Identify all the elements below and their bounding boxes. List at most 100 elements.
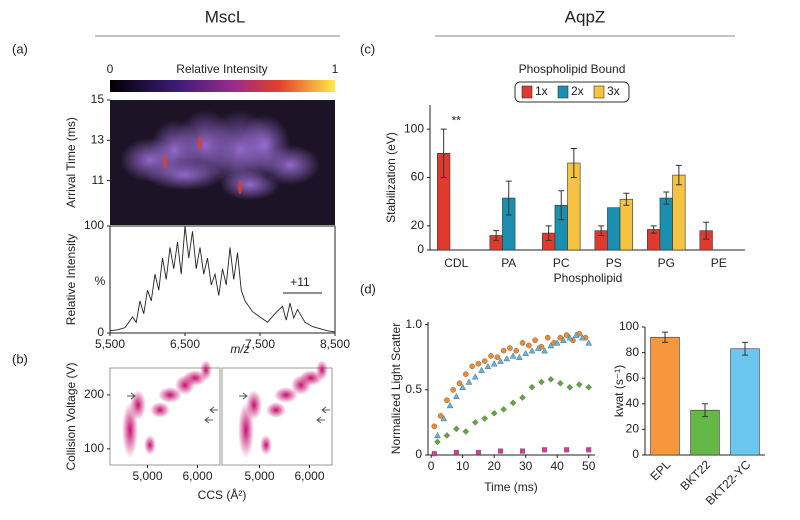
point (434, 438, 441, 446)
point (572, 331, 580, 338)
error-bar (545, 225, 552, 241)
x-tick-label: PE (711, 256, 727, 270)
annotation: +11 (290, 275, 310, 289)
heatmap-blob (130, 390, 146, 420)
x-tick-label: 10 (456, 459, 470, 473)
point (564, 447, 570, 453)
panel-label: (a) (12, 41, 28, 56)
x-axis-label: Phospholipid (554, 271, 623, 285)
point (475, 449, 481, 455)
point (434, 432, 441, 439)
heatmap-blob (200, 360, 212, 380)
point (490, 409, 498, 417)
point (509, 352, 517, 359)
point (440, 415, 448, 422)
error-bar (742, 341, 748, 356)
point (469, 363, 475, 370)
x-axis-label: CCS (Å²) (198, 487, 247, 502)
point (490, 360, 498, 367)
legend-swatch (521, 85, 533, 99)
point (475, 360, 482, 367)
y-tick-label: 20 (411, 218, 425, 232)
bar (659, 197, 673, 251)
legend-label: 1x (535, 84, 548, 98)
error-bar (505, 180, 512, 216)
error-bar (570, 148, 577, 178)
point (507, 345, 513, 351)
x-tick-label: 5,000 (132, 469, 162, 483)
legend-label: 2x (571, 84, 584, 98)
point (494, 354, 501, 361)
arrow (321, 406, 330, 414)
bar (619, 198, 633, 251)
x-tick-label: PS (606, 256, 622, 270)
legend-swatch (557, 85, 569, 99)
point (503, 355, 511, 362)
arrow (316, 416, 325, 424)
point (585, 339, 593, 346)
x-tick-label: BKT22 (678, 457, 714, 493)
error-bar (662, 331, 668, 343)
point (579, 334, 586, 341)
point (437, 413, 444, 419)
colorbar-label: Relative Intensity (176, 62, 267, 76)
point (534, 344, 542, 351)
point (542, 447, 548, 453)
y-tick-label: 13 (91, 132, 105, 146)
x-tick-label: 5,000 (244, 469, 274, 483)
point (478, 366, 485, 373)
point (471, 419, 479, 426)
x-tick-label: 5,500 (95, 337, 125, 351)
point (563, 332, 570, 338)
y-tick-label: 40 (626, 396, 640, 410)
y-tick-label: 0 (417, 242, 424, 256)
x-tick-label: 50 (582, 459, 596, 473)
x-tick-label: 6,000 (294, 469, 324, 483)
y-tick-label: 15 (91, 92, 105, 106)
y-tick-label: 100 (619, 319, 639, 333)
panel-label: (b) (12, 351, 28, 366)
point (463, 371, 469, 377)
point (528, 383, 536, 391)
x-tick-label: CDL (444, 256, 468, 270)
error-bar (663, 191, 670, 205)
point (453, 449, 459, 455)
arrow (209, 406, 218, 414)
y-tick-label: 1.0 (405, 317, 422, 331)
x-tick-label: PC (553, 256, 570, 270)
y-axis-label: Arrival Time (ms) (64, 117, 78, 208)
point (547, 376, 555, 383)
error-bar (558, 190, 565, 221)
arrow (204, 416, 213, 424)
y-tick-label: 11 (92, 173, 105, 187)
point (541, 347, 548, 354)
error-bar (623, 192, 630, 206)
error-bar (675, 164, 682, 186)
header: MscL (205, 7, 246, 26)
heatmap-blob (145, 160, 225, 190)
y-axis-label: Relative Intensity (64, 234, 78, 325)
x-tick-label: 6,000 (182, 469, 212, 483)
heatmap-blob (260, 435, 272, 455)
annotation: ** (452, 113, 462, 127)
point (431, 423, 438, 430)
x-tick-label: 20 (487, 459, 501, 473)
y-tick-label: 60 (626, 370, 640, 384)
x-tick-label: 6,500 (170, 337, 200, 351)
arrow (127, 392, 136, 400)
heatmap-blob (246, 390, 262, 420)
point (532, 337, 538, 344)
point (528, 347, 536, 354)
arrow (239, 392, 248, 400)
point (513, 347, 520, 354)
y-tick-label: 0 (415, 447, 422, 461)
point (471, 373, 479, 380)
point (520, 448, 526, 454)
error-bar (650, 225, 657, 234)
point (585, 383, 592, 391)
heatmap-blob (274, 387, 298, 403)
panel-label: (d) (360, 281, 376, 296)
heatmap-blob (158, 387, 182, 403)
point (538, 378, 545, 386)
